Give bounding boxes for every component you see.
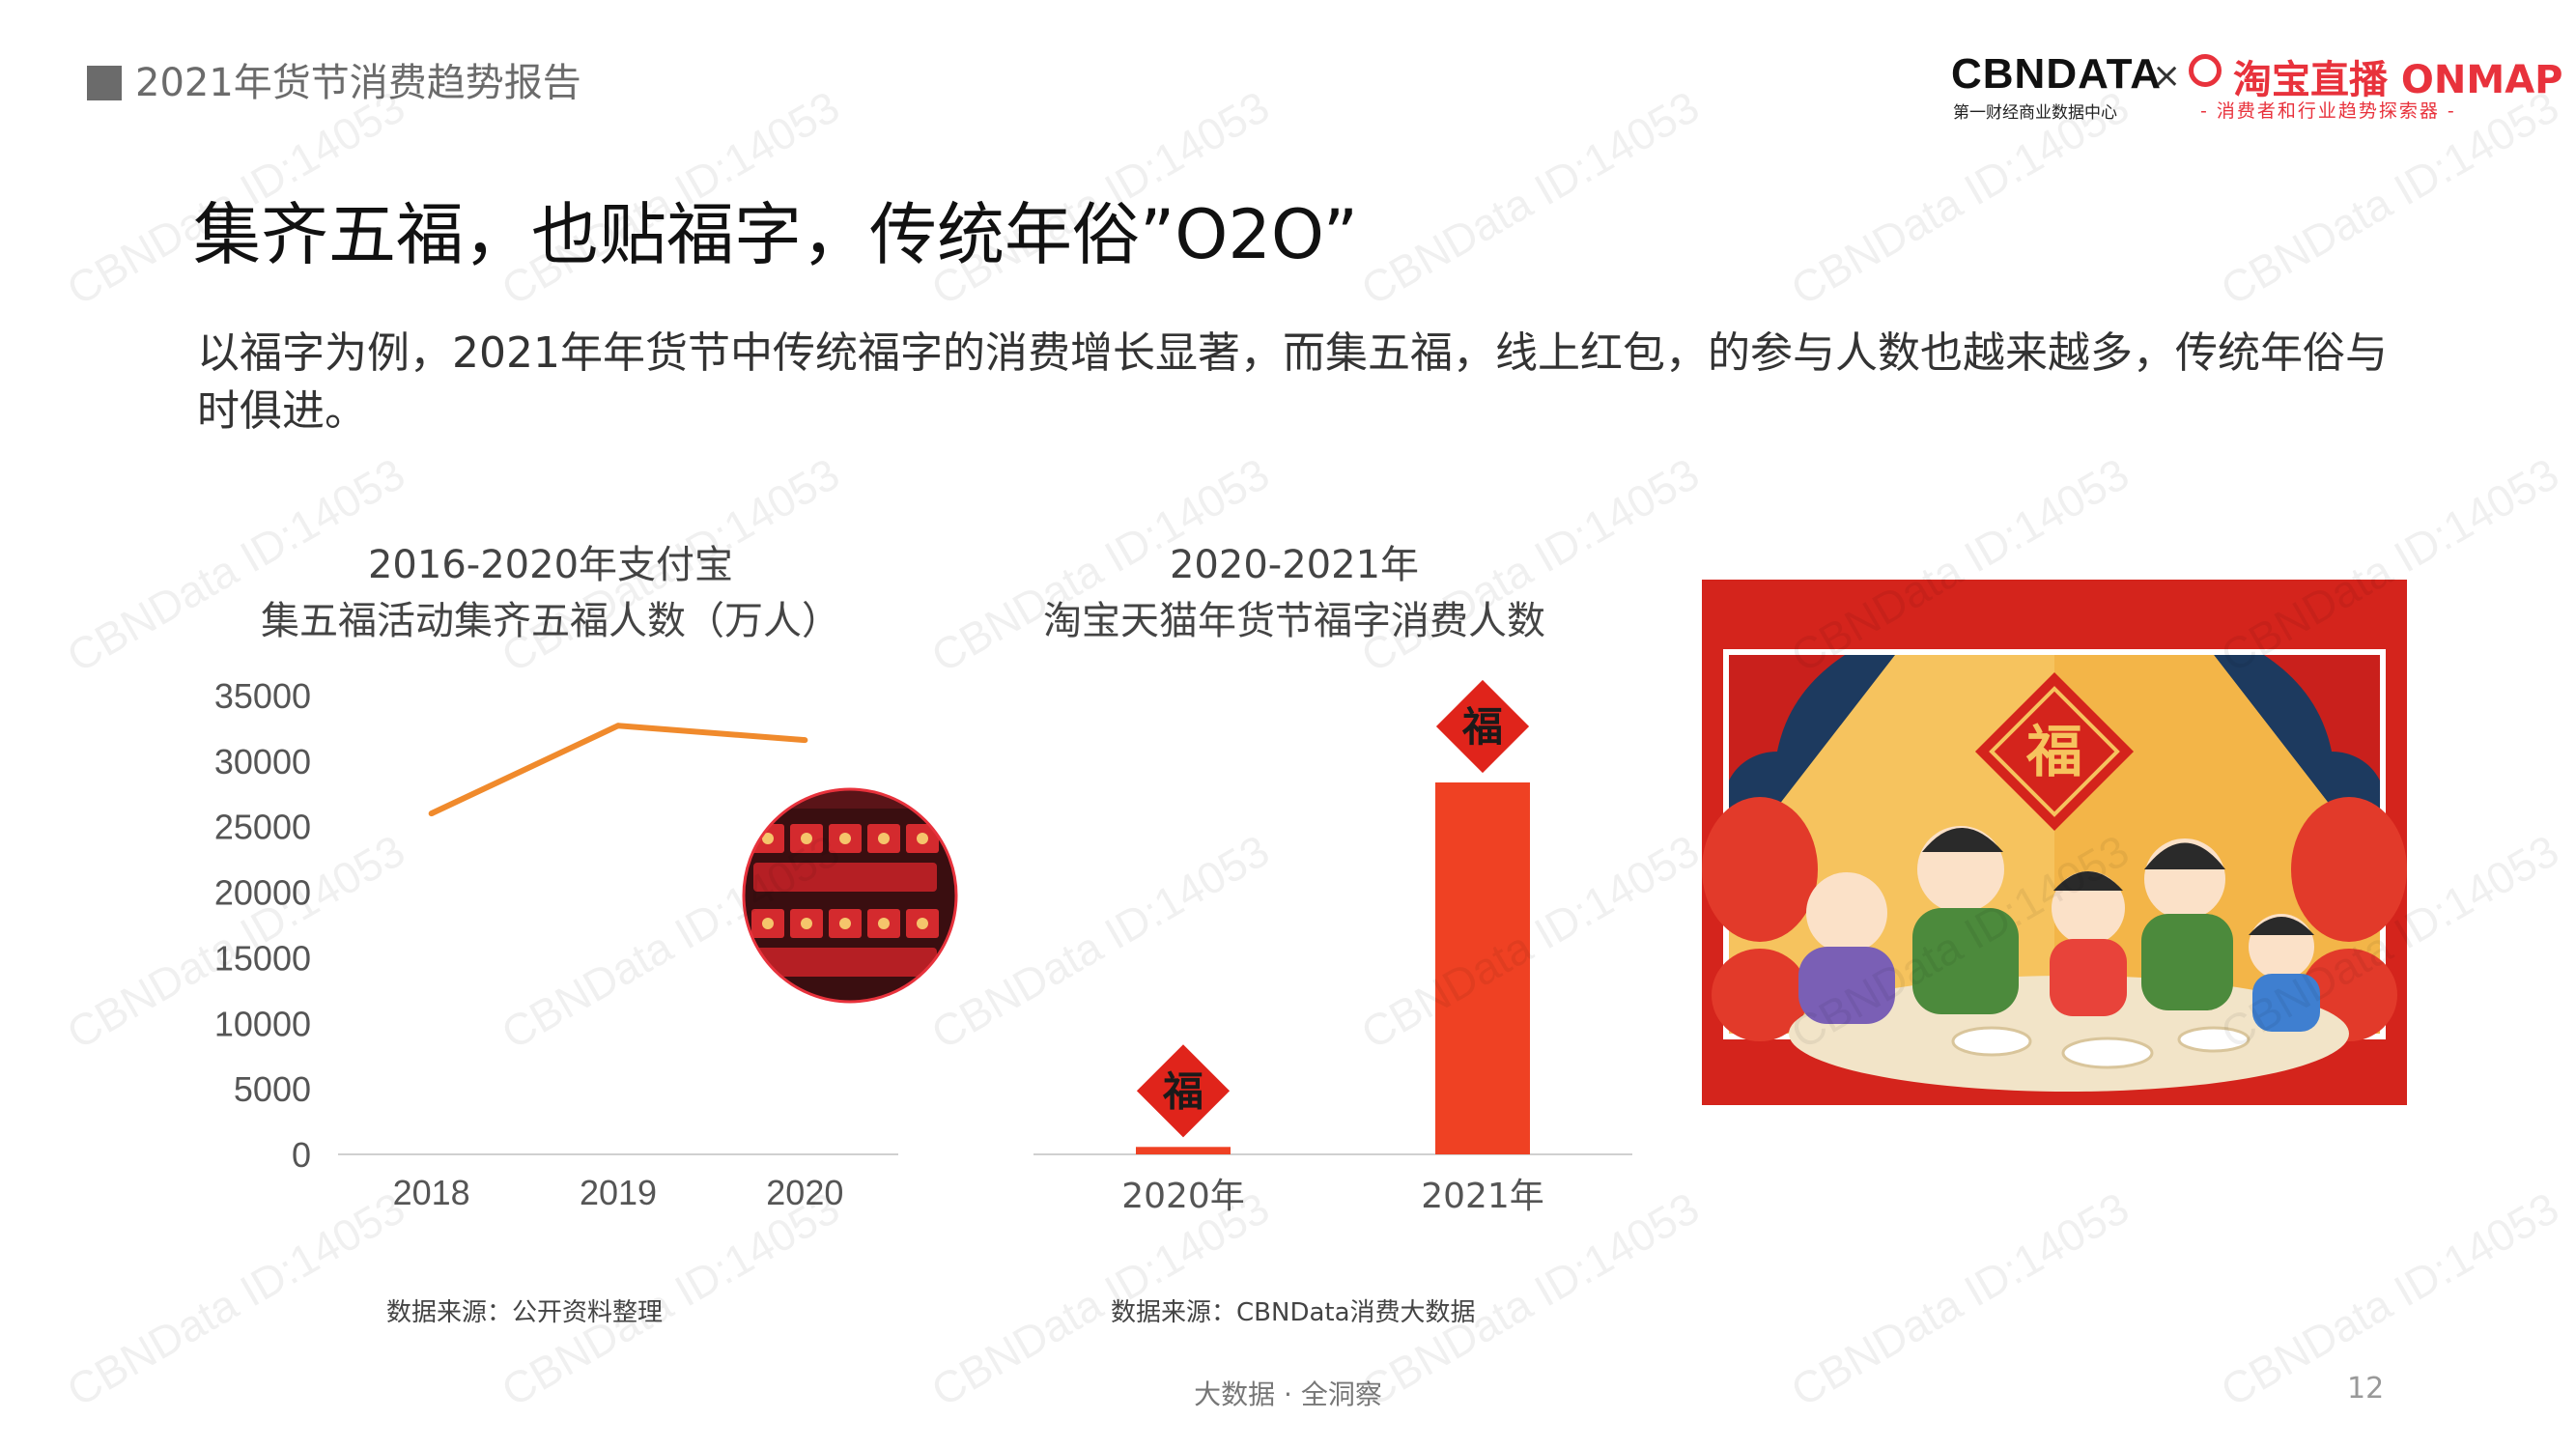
fu-badge-text: 福 <box>1461 703 1503 751</box>
left-series-point <box>802 737 808 744</box>
illustration-fu-character: 福 <box>2025 719 2082 784</box>
watermark-text: CBNData ID:14053 <box>1352 80 1708 315</box>
left-y-tick-label: 10000 <box>214 1004 311 1043</box>
right-x-tick-label: 2021年 <box>1421 1177 1544 1216</box>
right-chart-source: 数据来源：CBNData消费大数据 <box>1111 1298 1476 1327</box>
header-marker <box>87 66 122 100</box>
logo-separator: × <box>2152 56 2182 96</box>
taobao-live-logo-subtitle: - 消费者和行业趋势探索器 - <box>2200 100 2456 122</box>
left-y-tick-label: 30000 <box>214 742 311 781</box>
right-bar <box>1435 782 1530 1154</box>
left-y-tick-label: 35000 <box>214 676 311 716</box>
left-x-tick-label: 2019 <box>580 1173 657 1208</box>
left-series-point <box>615 723 621 729</box>
alipay-fu-cards-image <box>742 787 958 1004</box>
left-x-tick-label: 2020 <box>766 1173 843 1208</box>
fu-badge-text: 福 <box>1162 1067 1203 1115</box>
left-y-tick-label: 20000 <box>214 873 311 913</box>
page-heading: 集齐五福，也贴福字，传统年俗”O2O” <box>193 195 1359 274</box>
family-reunion-illustration: 福 <box>1702 580 2407 1105</box>
right-chart-title-line1: 2020-2021年 <box>1169 543 1420 587</box>
cbndata-logo-subtitle: 第一财经商业数据中心 <box>1953 103 2117 123</box>
right-chart-title-line2: 淘宝天猫年货节福字消费人数 <box>1043 599 1545 643</box>
fu-badge-icon: 福 <box>1136 1044 1231 1138</box>
left-y-tick-label: 15000 <box>214 938 311 978</box>
left-x-tick-label: 2018 <box>393 1173 470 1208</box>
right-bar-chart: 福 2020年 福 2021年 <box>1033 679 1632 1216</box>
fu-badge-icon: 福 <box>1435 679 1530 774</box>
intro-paragraph: 以福字为例，2021年年货节中传统福字的消费增长显著，而集五福，线上红包，的参与… <box>197 328 2388 436</box>
left-chart-title-line2: 集五福活动集齐五福人数（万人） <box>261 599 840 643</box>
cbndata-logo: CBNDATA <box>1951 50 2162 98</box>
left-y-tick-label: 0 <box>292 1135 311 1175</box>
taobao-live-icon <box>2189 54 2222 87</box>
right-bar <box>1136 1147 1231 1154</box>
page-number: 12 <box>2347 1372 2385 1406</box>
footer-tagline: 大数据 · 全洞察 <box>1194 1378 1382 1410</box>
left-chart-source: 数据来源：公开资料整理 <box>386 1298 664 1327</box>
report-title: 2021年货节消费趋势报告 <box>135 61 581 105</box>
right-x-tick-label: 2020年 <box>1121 1177 1245 1216</box>
left-chart-title-line1: 2016-2020年支付宝 <box>367 543 734 587</box>
left-y-tick-label: 5000 <box>234 1069 311 1109</box>
left-series-point <box>428 810 435 817</box>
taobao-live-logo: 淘宝直播 ONMAP <box>2233 58 2563 102</box>
left-line-chart: 35000 30000 25000 20000 15000 10000 5000 0 2018 2… <box>214 676 898 1208</box>
left-y-tick-label: 25000 <box>214 808 311 847</box>
